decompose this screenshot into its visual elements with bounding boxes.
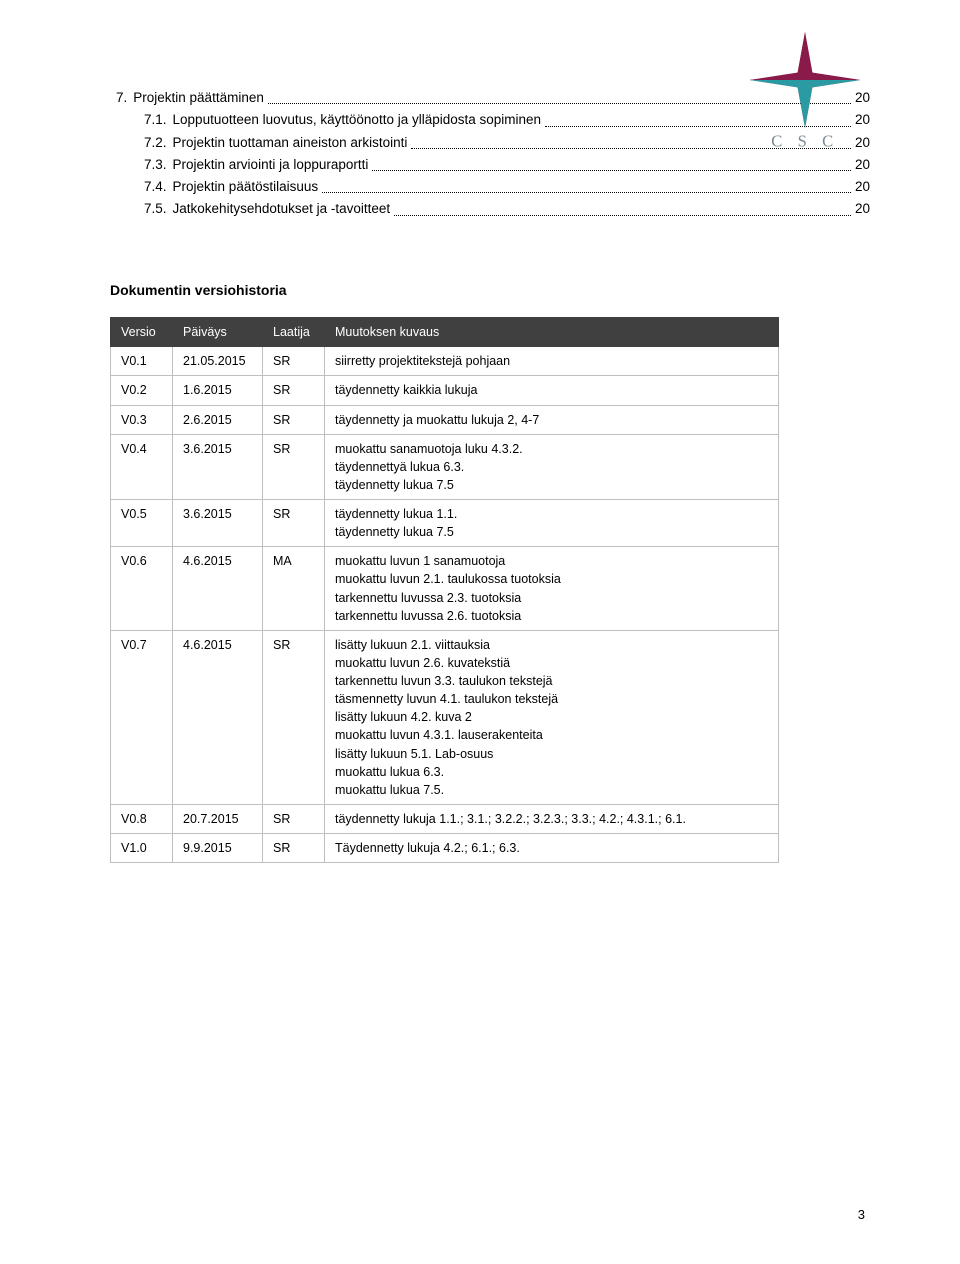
table-row: V0.32.6.2015SRtäydennetty ja muokattu lu… xyxy=(111,405,779,434)
csc-logo: C S C xyxy=(740,32,870,152)
toc-entry: 7.5.Jatkokehitysehdotukset ja -tavoittee… xyxy=(110,199,870,219)
toc-page: 20 xyxy=(855,199,870,219)
table-cell: täydennetty lukuja 1.1.; 3.1.; 3.2.2.; 3… xyxy=(325,804,779,833)
table-cell: täydennetty kaikkia lukuja xyxy=(325,376,779,405)
toc-page: 20 xyxy=(855,155,870,175)
table-cell: 3.6.2015 xyxy=(173,500,263,547)
version-history-heading: Dokumentin versiohistoria xyxy=(110,280,870,301)
toc-entry: 7.3.Projektin arviointi ja loppuraportti… xyxy=(110,155,870,175)
table-row: V1.09.9.2015SRTäydennetty lukuja 4.2.; 6… xyxy=(111,834,779,863)
table-cell: SR xyxy=(263,376,325,405)
table-header-cell: Laatija xyxy=(263,317,325,347)
toc-title: Projektin arviointi ja loppuraportti xyxy=(167,155,369,175)
table-row: V0.53.6.2015SRtäydennetty lukua 1.1.täyd… xyxy=(111,500,779,547)
toc-number: 7.4. xyxy=(144,177,167,197)
table-cell: täydennetty ja muokattu lukuja 2, 4-7 xyxy=(325,405,779,434)
table-header-cell: Versio xyxy=(111,317,173,347)
table-cell: V0.5 xyxy=(111,500,173,547)
toc-number: 7. xyxy=(116,88,127,108)
table-cell: V0.8 xyxy=(111,804,173,833)
toc-number: 7.3. xyxy=(144,155,167,175)
table-row: V0.21.6.2015SRtäydennetty kaikkia lukuja xyxy=(111,376,779,405)
table-cell: V1.0 xyxy=(111,834,173,863)
table-cell: täydennetty lukua 1.1.täydennetty lukua … xyxy=(325,500,779,547)
table-cell: muokattu luvun 1 sanamuotojamuokattu luv… xyxy=(325,547,779,631)
table-cell: siirretty projektitekstejä pohjaan xyxy=(325,347,779,376)
table-cell: SR xyxy=(263,434,325,499)
toc-number: 7.5. xyxy=(144,199,167,219)
table-header-cell: Päiväys xyxy=(173,317,263,347)
table-cell: SR xyxy=(263,500,325,547)
logo-text: C S C xyxy=(771,131,838,150)
table-cell: muokattu sanamuotoja luku 4.3.2.täydenne… xyxy=(325,434,779,499)
toc-title: Lopputuotteen luovutus, käyttöönotto ja … xyxy=(167,110,542,130)
table-cell: 9.9.2015 xyxy=(173,834,263,863)
table-cell: SR xyxy=(263,804,325,833)
page-number: 3 xyxy=(858,1205,865,1225)
table-cell: 2.6.2015 xyxy=(173,405,263,434)
table-cell: V0.1 xyxy=(111,347,173,376)
table-cell: lisätty lukuun 2.1. viittauksiamuokattu … xyxy=(325,630,779,804)
table-cell: V0.2 xyxy=(111,376,173,405)
toc-entry: 7.4.Projektin päätöstilaisuus 20 xyxy=(110,177,870,197)
toc-title: Jatkokehitysehdotukset ja -tavoitteet xyxy=(167,199,391,219)
table-cell: 4.6.2015 xyxy=(173,630,263,804)
toc-number: 7.2. xyxy=(144,133,167,153)
toc-number: 7.1. xyxy=(144,110,167,130)
table-row: V0.64.6.2015MAmuokattu luvun 1 sanamuoto… xyxy=(111,547,779,631)
table-row: V0.74.6.2015SRlisätty lukuun 2.1. viitta… xyxy=(111,630,779,804)
table-cell: MA xyxy=(263,547,325,631)
table-cell: SR xyxy=(263,405,325,434)
version-history-table: VersioPäiväysLaatijaMuutoksen kuvausV0.1… xyxy=(110,317,779,864)
toc-title: Projektin päättäminen xyxy=(127,88,264,108)
table-cell: 21.05.2015 xyxy=(173,347,263,376)
toc-page: 20 xyxy=(855,177,870,197)
toc-title: Projektin tuottaman aineiston arkistoint… xyxy=(167,133,408,153)
toc-leader-dots xyxy=(394,199,851,215)
toc-title: Projektin päätöstilaisuus xyxy=(167,177,319,197)
table-cell: 1.6.2015 xyxy=(173,376,263,405)
table-row: V0.820.7.2015SRtäydennetty lukuja 1.1.; … xyxy=(111,804,779,833)
table-header-row: VersioPäiväysLaatijaMuutoksen kuvaus xyxy=(111,317,779,347)
table-cell: 20.7.2015 xyxy=(173,804,263,833)
table-row: V0.121.05.2015SRsiirretty projektitekste… xyxy=(111,347,779,376)
table-cell: SR xyxy=(263,347,325,376)
table-cell: V0.3 xyxy=(111,405,173,434)
table-cell: Täydennetty lukuja 4.2.; 6.1.; 6.3. xyxy=(325,834,779,863)
table-cell: V0.6 xyxy=(111,547,173,631)
table-cell: V0.7 xyxy=(111,630,173,804)
table-cell: SR xyxy=(263,834,325,863)
toc-leader-dots xyxy=(322,177,851,193)
table-cell: V0.4 xyxy=(111,434,173,499)
table-header-cell: Muutoksen kuvaus xyxy=(325,317,779,347)
table-cell: SR xyxy=(263,630,325,804)
table-cell: 3.6.2015 xyxy=(173,434,263,499)
table-cell: 4.6.2015 xyxy=(173,547,263,631)
toc-leader-dots xyxy=(372,155,851,171)
table-row: V0.43.6.2015SRmuokattu sanamuotoja luku … xyxy=(111,434,779,499)
